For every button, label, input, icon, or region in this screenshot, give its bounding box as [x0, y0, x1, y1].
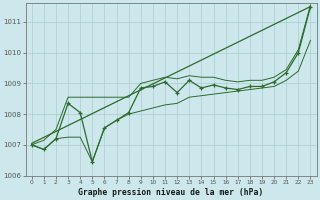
X-axis label: Graphe pression niveau de la mer (hPa): Graphe pression niveau de la mer (hPa): [78, 188, 264, 197]
